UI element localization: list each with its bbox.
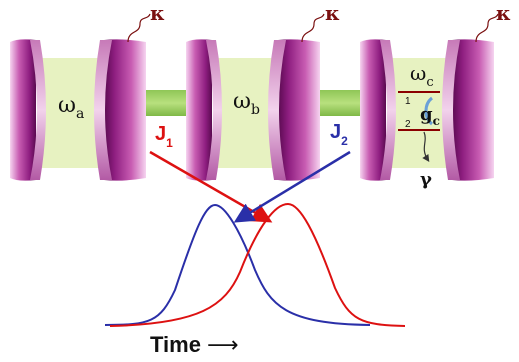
coupling-arrow-icon — [424, 96, 434, 126]
mirror-a-right — [94, 39, 146, 181]
kappa-label-a: κ — [150, 1, 165, 25]
J1-label: J1 — [155, 123, 173, 150]
pulse-red-J1 — [109, 202, 406, 327]
decay-squiggle-b — [301, 13, 325, 43]
omega-a-label: ωa — [58, 93, 84, 122]
mirror-c-left — [360, 39, 396, 181]
emitter-level-2-label: 2 — [405, 119, 411, 130]
g-c-label: gc — [420, 104, 440, 128]
coupler-bc — [315, 90, 367, 116]
gamma-label: γ — [420, 169, 432, 190]
pulse-blue-J2 — [104, 203, 371, 326]
omega-b-label: ωb — [233, 89, 260, 118]
decay-squiggle-a — [127, 13, 151, 43]
mirror-b-right — [268, 39, 320, 181]
mirror-b-left — [186, 39, 222, 181]
emitter-level-1-label: 1 — [405, 96, 411, 107]
gamma-decay-arrow — [422, 131, 430, 162]
J2-arrow — [233, 150, 351, 223]
omega-c-label: ωc — [410, 61, 434, 90]
kappa-label-b: κ — [325, 1, 340, 25]
mirror-c-right — [442, 39, 494, 181]
time-axis-label: Time ⟶ — [150, 332, 239, 357]
J2-label: J2 — [330, 121, 348, 148]
kappa-label-c: κ — [496, 1, 511, 25]
mirror-a-left — [10, 39, 46, 181]
decay-squiggle-c — [475, 13, 499, 43]
